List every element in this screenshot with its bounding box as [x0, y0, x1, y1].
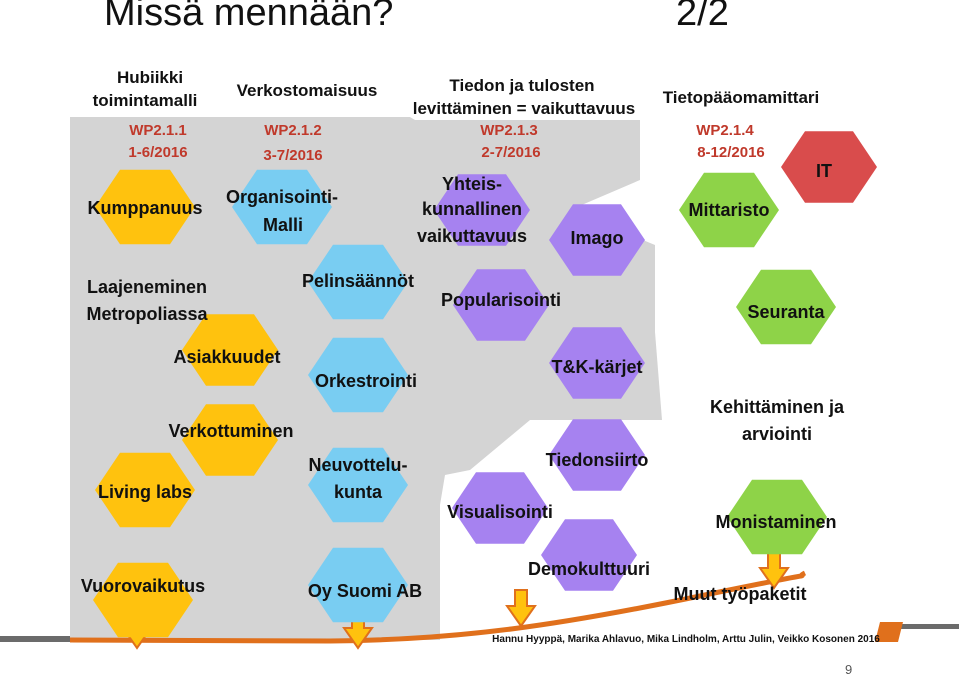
hex-tk-karjet	[549, 327, 645, 399]
wp3-dates: 2-7/2016	[481, 144, 540, 161]
label-yhteiskunnallinen-3: vaikuttavuus	[417, 226, 527, 246]
credits: Hannu Hyyppä, Marika Ahlavuo, Mika Lindh…	[492, 634, 880, 645]
hex-monistaminen	[727, 479, 827, 555]
hex-mittaristo	[679, 172, 779, 248]
label-mittaristo: Mittaristo	[689, 200, 770, 220]
label-neuvottelukunta-2: kunta	[334, 482, 383, 502]
wp1-id: WP2.1.1	[129, 122, 187, 139]
label-visualisointi: Visualisointi	[447, 502, 553, 522]
label-neuvottelukunta-1: Neuvottelu-	[309, 455, 408, 475]
hex-it	[781, 131, 877, 203]
hex-popularisointi	[453, 269, 549, 341]
hex-orkestrointi	[308, 337, 408, 413]
label-muut-tyopaketit: Muut työpaketit	[674, 584, 807, 604]
col2-header: Verkostomaisuus	[237, 81, 378, 100]
slide-title: Missä mennään?	[104, 0, 394, 34]
wp3-id: WP2.1.3	[480, 122, 538, 139]
hex-kumppanuus	[95, 169, 195, 245]
label-imago: Imago	[570, 228, 623, 248]
hex-yhteiskunnallinen	[434, 174, 530, 246]
col3-header-line1: Tiedon ja tulosten	[449, 76, 594, 95]
timeline-curve	[69, 570, 807, 644]
label-asiakkuudet: Asiakkuudet	[173, 347, 280, 367]
label-kehittaminen-1: Kehittäminen ja	[710, 397, 845, 417]
hex-pelinsaannot	[308, 244, 408, 320]
label-orkestrointi: Orkestrointi	[315, 371, 417, 391]
hex-tiedonsiirto	[549, 419, 645, 491]
hex-neuvottelukunta	[308, 447, 408, 523]
wp4-dates: 8-12/2016	[697, 144, 765, 161]
label-kumppanuus: Kumppanuus	[88, 198, 203, 218]
col1-header-line1: Hubiikki	[117, 68, 183, 87]
label-popularisointi: Popularisointi	[441, 290, 561, 310]
hex-demokulttuuri	[541, 519, 637, 591]
hex-organisointi	[232, 169, 332, 245]
label-organisointi-2: Malli	[263, 215, 303, 235]
arrow-down-icon	[758, 551, 790, 590]
label-demokulttuuri: Demokulttuuri	[528, 559, 650, 579]
hex-verkottuminen	[182, 404, 278, 476]
label-oy-suomi: Oy Suomi AB	[308, 581, 422, 601]
label-living-labs: Living labs	[98, 482, 192, 502]
label-organisointi-1: Organisointi-	[226, 187, 338, 207]
label-laajeneminen-2: Metropoliassa	[86, 304, 208, 324]
hex-vuorovaikutus	[93, 562, 193, 638]
label-it: IT	[816, 161, 832, 181]
hex-oy-suomi	[308, 547, 408, 623]
label-tiedonsiirto: Tiedonsiirto	[546, 450, 649, 470]
label-yhteiskunnallinen-2: kunnallinen	[422, 199, 522, 219]
wp1-dates: 1-6/2016	[128, 144, 187, 161]
label-laajeneminen-1: Laajeneminen	[87, 277, 207, 297]
page-number: 9	[845, 662, 853, 677]
hex-asiakkuudet	[182, 314, 278, 386]
bottom-rule-accent	[875, 622, 903, 642]
col4-header: Tietopääomamittari	[663, 88, 820, 107]
hex-living-labs	[95, 452, 195, 528]
label-monistaminen: Monistaminen	[715, 512, 836, 532]
label-yhteiskunnallinen-1: Yhteis-	[442, 174, 502, 194]
slide-counter: 2/2	[676, 0, 729, 34]
label-pelinsaannot: Pelinsäännöt	[302, 271, 414, 291]
wp4-id: WP2.1.4	[696, 122, 754, 139]
arrow-down-icon	[505, 589, 537, 628]
bottom-rule-left	[0, 636, 70, 642]
label-seuranta: Seuranta	[747, 302, 825, 322]
wp2-dates: 3-7/2016	[263, 147, 322, 164]
label-kehittaminen-2: arviointi	[742, 424, 812, 444]
col1-header-line2: toimintamalli	[93, 91, 198, 110]
col3-header-line2: levittäminen = vaikuttavuus	[413, 99, 636, 118]
wp2-id: WP2.1.2	[264, 122, 322, 139]
hex-visualisointi	[452, 472, 548, 544]
bottom-rule-right	[880, 624, 959, 629]
hex-seuranta	[736, 269, 836, 345]
label-vuorovaikutus: Vuorovaikutus	[81, 576, 205, 596]
hex-imago	[549, 204, 645, 276]
label-verkottuminen: Verkottuminen	[168, 421, 293, 441]
label-tk-karjet: T&K-kärjet	[551, 357, 642, 377]
